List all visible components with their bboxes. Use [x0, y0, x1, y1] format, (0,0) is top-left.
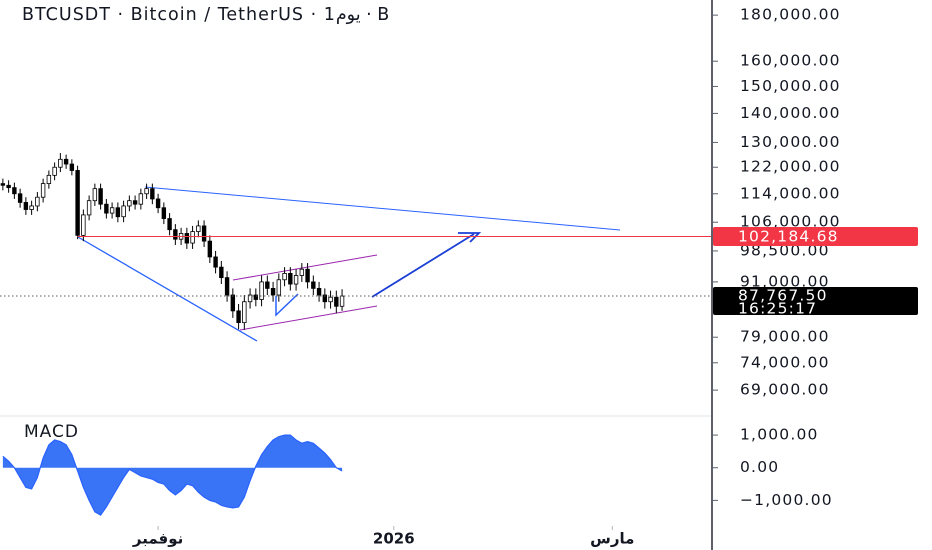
candle-body	[58, 158, 63, 168]
candle-body	[150, 188, 155, 200]
candle-body	[190, 231, 195, 244]
candle-body	[328, 296, 333, 303]
y-tick-label: 130,000.00	[740, 133, 841, 151]
x-tick-label: مارس	[590, 530, 634, 548]
candle-body	[46, 174, 52, 185]
candle-body	[288, 272, 293, 285]
y-tick-label: 160,000.00	[740, 52, 841, 70]
channel-line	[239, 305, 378, 331]
candle-body	[316, 287, 322, 296]
candle-body	[219, 266, 224, 279]
candle-body	[121, 205, 126, 218]
indicator-title: MACD	[24, 422, 79, 442]
candle-body	[282, 272, 287, 281]
candle-body	[63, 158, 69, 165]
candle-body	[92, 188, 98, 202]
y-tick-label: 106,000.00	[740, 213, 841, 231]
candle-body	[98, 188, 103, 205]
candle-body	[138, 193, 144, 205]
candle-body	[167, 218, 172, 231]
y-tick-label: 69,000.00	[740, 381, 830, 399]
candle-body	[75, 170, 80, 236]
candle-body	[311, 281, 316, 289]
candle-body	[242, 301, 247, 324]
candle-body	[339, 295, 345, 307]
y-tick-label: 114,000.00	[740, 184, 841, 202]
candle-body	[247, 294, 253, 303]
y-tick-label: 1,000.00	[740, 426, 819, 444]
macd-area	[2, 435, 343, 516]
y-tick-label: 150,000.00	[740, 77, 841, 95]
candle-body	[253, 294, 259, 300]
candle-body	[12, 187, 17, 195]
candle-body	[127, 200, 132, 207]
candle-body	[115, 207, 121, 218]
candle-body	[230, 294, 236, 312]
arrow-head	[458, 232, 482, 243]
candle-body	[213, 256, 218, 268]
candle-body	[196, 225, 201, 232]
y-tick-label: 91,000.00	[740, 272, 830, 290]
projection-arrow	[371, 233, 475, 298]
plot-area: BTCUSDT · Bitcoin / TetherUS · 1يوم · B	[0, 5, 621, 516]
candle-body	[201, 225, 207, 242]
candle-body	[29, 205, 34, 210]
candle-body	[52, 166, 57, 176]
candle-body	[155, 198, 161, 209]
candle-body	[276, 279, 282, 296]
candle-body	[144, 188, 149, 195]
candle-body	[0, 183, 6, 186]
candle-body	[161, 207, 167, 219]
y-tick-label: 122,000.00	[740, 158, 841, 176]
price-tag-label: 87,767.50	[738, 287, 828, 305]
candle-body	[184, 233, 190, 244]
candle-body	[35, 196, 40, 207]
candle-body	[109, 207, 115, 214]
candle-body	[334, 296, 339, 307]
y-tick-label: 74,000.00	[740, 353, 830, 371]
price-tag-label: 102,184.68	[738, 228, 839, 246]
candle-body	[322, 294, 328, 303]
candle-body	[207, 240, 213, 258]
chart-title: BTCUSDT · Bitcoin / TetherUS · 1يوم · B	[22, 5, 390, 25]
candle-body	[299, 268, 305, 276]
candle-body	[265, 281, 270, 289]
y-tick-label: 140,000.00	[740, 104, 841, 122]
candle-body	[224, 277, 230, 296]
candle-body	[293, 275, 299, 285]
channel-line	[232, 254, 378, 281]
candle-body	[6, 184, 11, 189]
candle-body	[173, 229, 178, 240]
price-tag	[713, 287, 918, 316]
candle-body	[23, 202, 29, 210]
price-tag-time: 16:25:17	[738, 300, 817, 318]
candle-body	[81, 214, 86, 236]
candle-body	[236, 310, 241, 324]
candle-body	[69, 163, 75, 171]
x-tick-label: 2026	[373, 530, 415, 548]
y-tick-label: 0.00	[740, 458, 779, 476]
trend-line	[77, 236, 258, 342]
candle-body	[40, 183, 46, 198]
y-tick-label: 180,000.00	[740, 6, 841, 24]
trend-line	[144, 186, 621, 231]
price-tag	[713, 227, 918, 247]
candle-body	[104, 203, 109, 214]
x-tick-label: نوفمبر	[132, 530, 183, 548]
candle-body	[132, 200, 138, 205]
candle-body	[259, 281, 264, 300]
candle-body	[86, 200, 92, 216]
candle-body	[17, 193, 23, 203]
candle-body	[305, 268, 310, 283]
y-tick-label: 79,000.00	[740, 328, 830, 346]
macd-line	[2, 434, 343, 516]
candle-body	[270, 287, 276, 296]
y-tick-label: −1,000.00	[740, 491, 833, 509]
flag-line	[275, 293, 299, 317]
